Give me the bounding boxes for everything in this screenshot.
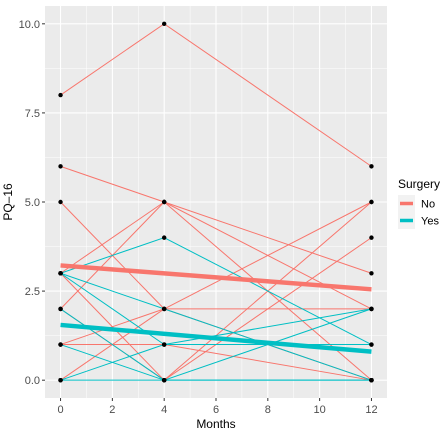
data-point [58,164,63,169]
data-point [58,342,63,347]
data-point [58,271,63,276]
data-point [161,342,167,347]
x-tick-label: 6 [213,404,219,416]
legend-title: Surgery [398,177,440,191]
legend-label-yes: Yes [421,216,439,228]
data-point [58,306,63,312]
data-point [369,199,374,205]
legend-entry-yes: Yes [398,212,439,229]
legend-entry-no: No [398,195,435,212]
trend-lines [60,263,372,354]
data-point [161,306,167,312]
data-point [161,199,167,205]
trend-line-no [60,263,372,292]
x-tick-label: 0 [57,404,63,416]
data-points [58,21,374,383]
x-axis-title: Months [196,417,235,431]
y-tick-label: 2.5 [25,286,40,298]
y-tick-label: 7.5 [25,108,40,120]
x-tick-label: 4 [161,404,167,416]
data-point [369,342,374,347]
x-tick-label: 10 [314,404,326,416]
data-point [369,235,374,240]
y-tick-label: 5.0 [25,197,40,209]
data-point [161,21,167,27]
legend: Surgery No Yes [398,177,440,229]
y-tick-label: 10.0 [19,19,40,31]
x-tick-label: 12 [365,404,377,416]
data-point [58,377,63,383]
data-point [161,377,167,383]
data-point [369,271,374,276]
legend-label-no: No [421,199,435,211]
data-point [369,377,374,383]
data-point [369,164,374,169]
trend-line-yes [60,322,372,354]
x-axis-ticks: 0 2 4 6 8 10 12 [57,398,378,416]
data-point [58,199,63,205]
data-point [161,235,167,240]
x-tick-label: 2 [109,404,115,416]
data-point [369,306,374,312]
x-tick-label: 8 [265,404,271,416]
y-tick-label: 0.0 [25,375,40,387]
y-axis-ticks: 0.0 2.5 5.0 7.5 10.0 [19,19,45,387]
y-axis-title: PQ–16 [1,183,15,221]
data-point [58,92,63,98]
